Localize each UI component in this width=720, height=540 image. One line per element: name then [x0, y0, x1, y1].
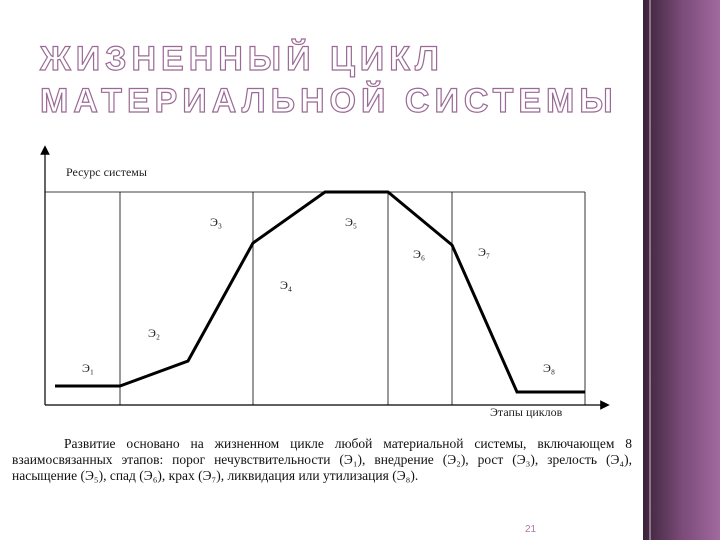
stage-label: Э₈ [543, 361, 555, 375]
title-line: ЖИЗНЕННЫЙ ЦИКЛ [39, 39, 444, 78]
life-cycle-curve [55, 190, 585, 394]
x-axis-label: Этапы циклов [490, 405, 563, 419]
stage-label: Э₁ [82, 361, 94, 375]
stage-label: Э₆ [413, 247, 425, 261]
stage-label: Э₃ [210, 215, 222, 229]
stage-label: Э₄ [280, 278, 292, 292]
diagram [40, 145, 610, 410]
side-stripe [643, 0, 720, 540]
caption: Развитие основано на жизненном цикле люб… [12, 436, 632, 483]
page-number: 21 [525, 524, 537, 535]
stage-label: Э₇ [478, 245, 490, 259]
stage-label: Э₅ [345, 215, 357, 229]
title-line: МАТЕРИАЛЬНОЙ СИСТЕМЫ [40, 81, 618, 120]
stage-label: Э₂ [148, 326, 160, 340]
y-axis-label: Ресурс системы [66, 165, 147, 179]
